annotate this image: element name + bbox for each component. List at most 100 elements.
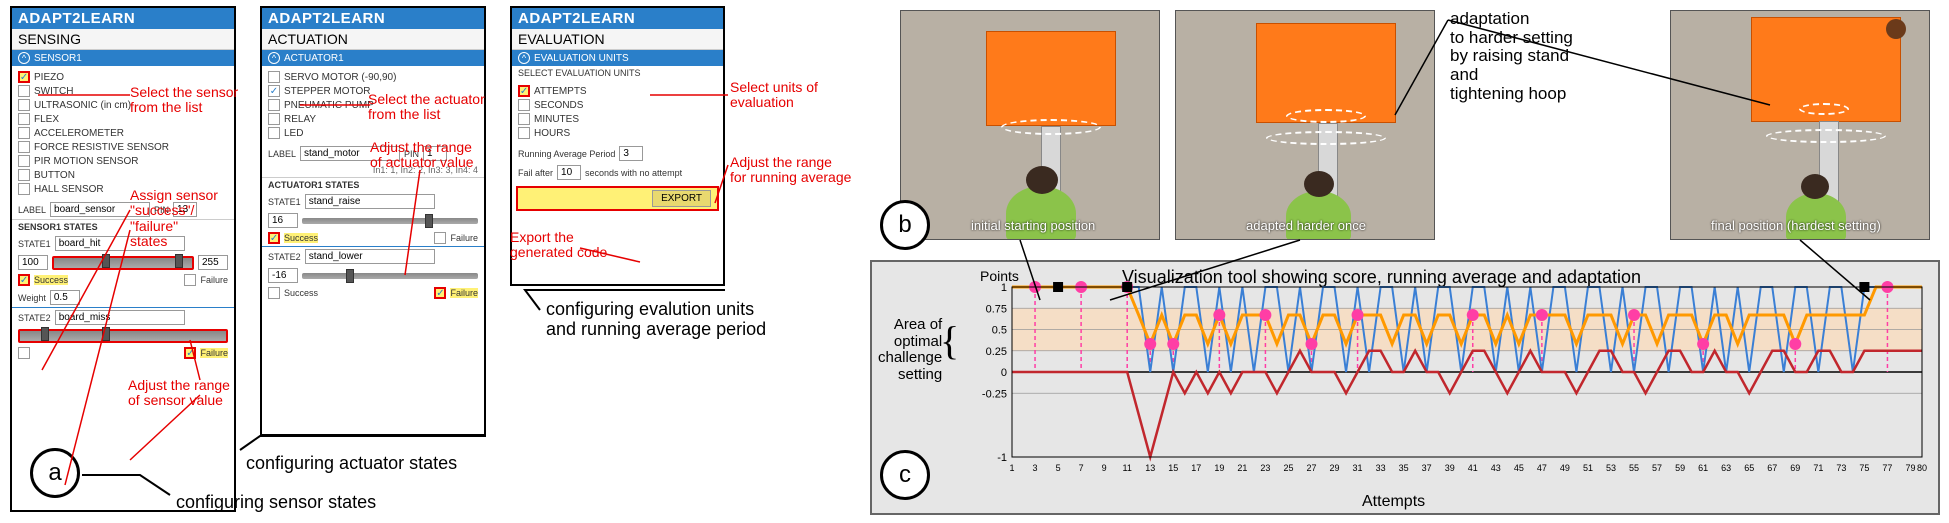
checkbox[interactable] bbox=[268, 99, 280, 111]
svg-text:51: 51 bbox=[1583, 463, 1593, 473]
checkbox[interactable] bbox=[18, 85, 30, 97]
failure-checkbox[interactable] bbox=[184, 274, 196, 286]
svg-text:43: 43 bbox=[1491, 463, 1501, 473]
photo-1: initial starting position bbox=[900, 10, 1160, 240]
label-b: b bbox=[880, 200, 930, 250]
svg-text:37: 37 bbox=[1422, 463, 1432, 473]
checkbox[interactable] bbox=[518, 85, 530, 97]
svg-text:0: 0 bbox=[1001, 367, 1007, 379]
sensor-label: FORCE RESISTIVE SENSOR bbox=[34, 142, 169, 153]
checkbox[interactable] bbox=[268, 85, 280, 97]
failure-checkbox-b[interactable] bbox=[434, 232, 446, 244]
subheader-actuation: ACTUATION bbox=[262, 29, 484, 50]
checkbox[interactable] bbox=[18, 99, 30, 111]
checkbox[interactable] bbox=[18, 155, 30, 167]
svg-text:45: 45 bbox=[1514, 463, 1524, 473]
label-caption-b: LABEL bbox=[268, 149, 296, 159]
success-checkbox-b2[interactable] bbox=[268, 287, 280, 299]
sensor-option[interactable]: PIR MOTION SENSOR bbox=[18, 154, 228, 168]
svg-text:59: 59 bbox=[1675, 463, 1685, 473]
sensor-option[interactable]: BUTTON bbox=[18, 168, 228, 182]
area-label: Area of optimal challenge setting bbox=[878, 317, 942, 383]
section-actuator1[interactable]: ^ ACTUATOR1 bbox=[262, 50, 484, 66]
success-checkbox[interactable] bbox=[18, 274, 30, 286]
state1-max[interactable] bbox=[198, 255, 228, 270]
adaptation-label: adaptation to harder setting by raising … bbox=[1450, 10, 1573, 103]
checkbox[interactable] bbox=[18, 169, 30, 181]
failure-checkbox-b2[interactable] bbox=[434, 287, 446, 299]
svg-text:55: 55 bbox=[1629, 463, 1639, 473]
svg-text:3: 3 bbox=[1033, 463, 1038, 473]
caption-eval-units: configuring evalution units and running … bbox=[546, 300, 766, 340]
checkbox[interactable] bbox=[268, 71, 280, 83]
unit-option[interactable]: ATTEMPTS bbox=[518, 84, 717, 98]
failure-label-2: Failure bbox=[200, 348, 228, 358]
annot-adjust-sensor-range: Adjust the range of sensor value bbox=[128, 378, 230, 409]
svg-text:75: 75 bbox=[1859, 463, 1869, 473]
select-units-label: SELECT EVALUATION UNITS bbox=[512, 66, 723, 80]
state2-num-b[interactable] bbox=[268, 268, 298, 283]
unit-option[interactable]: MINUTES bbox=[518, 112, 717, 126]
checkbox[interactable] bbox=[268, 113, 280, 125]
section-eval-units[interactable]: ^ EVALUATION UNITS bbox=[512, 50, 723, 66]
sensor-option[interactable]: FORCE RESISTIVE SENSOR bbox=[18, 140, 228, 154]
checkbox[interactable] bbox=[18, 113, 30, 125]
state1-input-b[interactable] bbox=[305, 194, 435, 209]
svg-text:-1: -1 bbox=[997, 452, 1007, 464]
sensor-label: ACCELEROMETER bbox=[34, 128, 124, 139]
state1-num-b[interactable] bbox=[268, 213, 298, 228]
svg-text:79: 79 bbox=[1905, 463, 1915, 473]
success-checkbox-b[interactable] bbox=[268, 232, 280, 244]
panel-actuation: ADAPT2LEARN ACTUATION ^ ACTUATOR1 SERVO … bbox=[260, 6, 486, 436]
checkbox[interactable] bbox=[18, 71, 30, 83]
state2-input-b[interactable] bbox=[305, 249, 435, 264]
chevron-icon: ^ bbox=[268, 52, 280, 64]
svg-text:61: 61 bbox=[1698, 463, 1708, 473]
actuator-option[interactable]: SERVO MOTOR (-90,90) bbox=[268, 70, 478, 84]
checkbox[interactable] bbox=[518, 127, 530, 139]
actuator-option[interactable]: LED bbox=[268, 126, 478, 140]
actuator-label: PNEUMATIC PUMP bbox=[284, 100, 374, 111]
state2-slider-b[interactable] bbox=[302, 273, 478, 279]
section-sensor1[interactable]: ^ SENSOR1 bbox=[12, 50, 234, 66]
label-c: c bbox=[880, 450, 930, 500]
state2-sf-row-b: Success Failure bbox=[262, 285, 484, 301]
state1-slider[interactable] bbox=[52, 256, 194, 270]
state2-label: STATE2 bbox=[18, 313, 51, 323]
svg-text:57: 57 bbox=[1652, 463, 1662, 473]
running-avg-input[interactable] bbox=[619, 146, 643, 161]
fail-after-row: Fail after seconds with no attempt bbox=[512, 163, 723, 182]
state1-slider-b[interactable] bbox=[302, 218, 478, 224]
fail-after-input[interactable] bbox=[557, 165, 581, 180]
state1-min[interactable] bbox=[18, 255, 48, 270]
state2-input[interactable] bbox=[55, 310, 185, 325]
svg-text:65: 65 bbox=[1744, 463, 1754, 473]
checkbox[interactable] bbox=[18, 127, 30, 139]
label-caption: LABEL bbox=[18, 205, 46, 215]
unit-option[interactable]: SECONDS bbox=[518, 98, 717, 112]
checkbox[interactable] bbox=[268, 127, 280, 139]
svg-text:15: 15 bbox=[1168, 463, 1178, 473]
weight-input[interactable] bbox=[50, 290, 80, 305]
checkbox[interactable] bbox=[518, 99, 530, 111]
section-label: SENSOR1 bbox=[34, 53, 82, 64]
checkbox[interactable] bbox=[18, 183, 30, 195]
state1-sf-row-b: Success Failure bbox=[262, 230, 484, 246]
chart-svg: 10.750.50.250-0.25-113579111315171921232… bbox=[972, 277, 1932, 487]
sensor-option[interactable]: ACCELEROMETER bbox=[18, 126, 228, 140]
checkbox[interactable] bbox=[518, 113, 530, 125]
unit-option[interactable]: HOURS bbox=[518, 126, 717, 140]
state2-slider[interactable] bbox=[18, 329, 228, 343]
sensor-option[interactable]: PIEZO bbox=[18, 70, 228, 84]
annot-assign-states: Assign sensor "success"/ "failure" state… bbox=[130, 188, 218, 250]
success-checkbox-2[interactable] bbox=[18, 347, 30, 359]
checkbox[interactable] bbox=[18, 141, 30, 153]
export-button[interactable]: EXPORT bbox=[652, 190, 711, 207]
state2-row-b: STATE2 bbox=[262, 246, 484, 266]
failure-checkbox-2[interactable] bbox=[184, 347, 196, 359]
sensor-label: BUTTON bbox=[34, 170, 75, 181]
svg-text:27: 27 bbox=[1306, 463, 1316, 473]
svg-text:9: 9 bbox=[1102, 463, 1107, 473]
annot-select-units: Select units of evaluation bbox=[730, 80, 818, 111]
state2-sf-row: Failure bbox=[12, 345, 234, 361]
